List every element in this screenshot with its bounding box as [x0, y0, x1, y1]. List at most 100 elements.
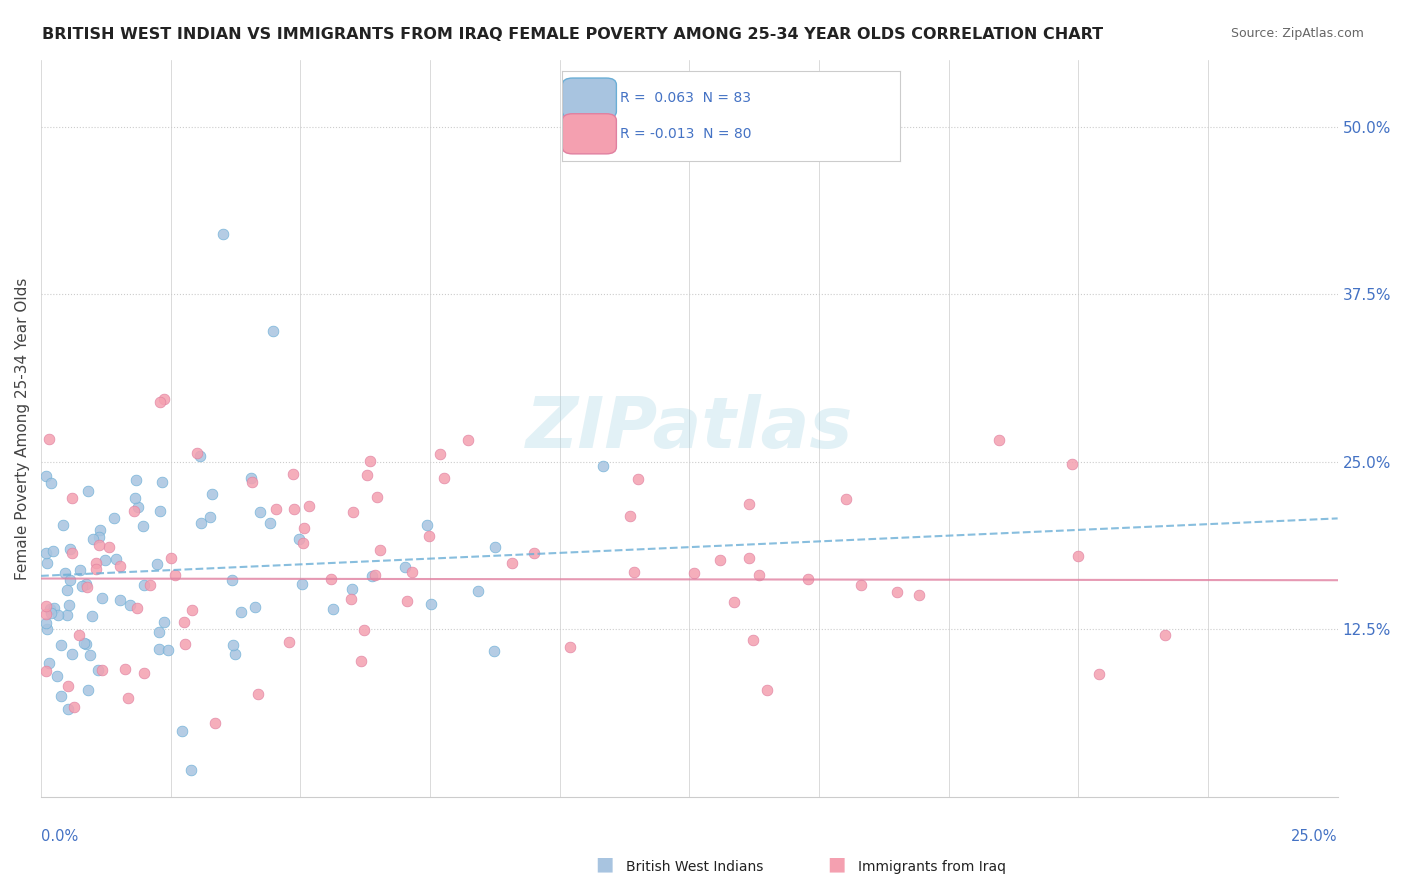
Point: [683, 566, 706, 580]
Point: [756, 682, 779, 697]
Point: [221, 573, 243, 587]
Point: [35, 664, 58, 678]
Point: [433, 471, 456, 485]
Point: [56, 608, 79, 623]
Point: [291, 536, 314, 550]
Point: [125, 473, 148, 487]
Point: [125, 601, 148, 615]
Point: [245, 599, 267, 614]
Point: [87, 663, 110, 677]
Point: [851, 578, 873, 592]
Point: [501, 557, 523, 571]
Point: [53, 566, 76, 580]
Point: [84, 562, 107, 576]
Point: [259, 516, 281, 530]
Point: [60, 647, 83, 661]
Point: [103, 510, 125, 524]
FancyBboxPatch shape: [562, 78, 616, 119]
Point: [277, 634, 299, 648]
Point: [283, 467, 305, 481]
Point: [368, 542, 391, 557]
Point: [148, 642, 170, 657]
Point: [394, 560, 416, 574]
Point: [87, 530, 110, 544]
Point: [1062, 457, 1084, 471]
Point: [396, 593, 419, 607]
Point: [457, 434, 479, 448]
Point: [150, 475, 173, 489]
Point: [38, 656, 60, 670]
Point: [262, 324, 284, 338]
Point: [283, 501, 305, 516]
Text: Immigrants from Iraq: Immigrants from Iraq: [858, 861, 1005, 874]
Point: [401, 565, 423, 579]
Point: [264, 502, 287, 516]
Point: [190, 516, 212, 530]
Point: [350, 654, 373, 668]
Point: [156, 643, 179, 657]
Point: [37, 622, 59, 636]
Point: [105, 552, 128, 566]
Point: [44, 600, 66, 615]
Point: [108, 558, 131, 573]
Point: [247, 688, 270, 702]
Point: [46, 669, 69, 683]
Point: [415, 517, 437, 532]
Point: [353, 623, 375, 637]
Point: [127, 500, 149, 514]
Point: [84, 556, 107, 570]
Point: [38, 432, 60, 446]
Point: [1154, 628, 1177, 642]
Text: Source: ZipAtlas.com: Source: ZipAtlas.com: [1230, 27, 1364, 40]
Point: [200, 509, 222, 524]
Point: [124, 491, 146, 506]
Point: [360, 568, 382, 582]
Point: [723, 594, 745, 608]
Point: [91, 591, 114, 605]
Text: ■: ■: [827, 855, 846, 873]
Point: [298, 499, 321, 513]
Point: [160, 551, 183, 566]
Point: [132, 578, 155, 592]
Point: [56, 702, 79, 716]
Point: [204, 715, 226, 730]
Point: [37, 557, 59, 571]
Text: R =  0.063  N = 83: R = 0.063 N = 83: [620, 91, 751, 105]
Point: [738, 497, 761, 511]
Point: [418, 528, 440, 542]
Point: [163, 567, 186, 582]
Point: [359, 454, 381, 468]
Point: [709, 553, 731, 567]
Point: [97, 541, 120, 555]
Text: 25.0%: 25.0%: [1291, 830, 1337, 845]
Point: [58, 679, 80, 693]
Point: [170, 724, 193, 739]
Point: [75, 636, 97, 650]
Point: [484, 540, 506, 554]
Point: [90, 663, 112, 677]
Point: [181, 603, 204, 617]
Point: [46, 608, 69, 623]
Point: [117, 691, 139, 706]
Point: [60, 491, 83, 505]
Point: [42, 544, 65, 558]
Point: [748, 568, 770, 582]
Point: [908, 588, 931, 602]
Point: [132, 666, 155, 681]
Point: [35, 599, 58, 613]
Point: [59, 573, 82, 587]
Point: [149, 504, 172, 518]
Point: [39, 475, 62, 490]
Point: [987, 433, 1010, 447]
Point: [292, 521, 315, 535]
Point: [73, 635, 96, 649]
Text: ■: ■: [595, 855, 614, 873]
Point: [188, 449, 211, 463]
Point: [322, 602, 344, 616]
Text: BRITISH WEST INDIAN VS IMMIGRANTS FROM IRAQ FEMALE POVERTY AMONG 25-34 YEAR OLDS: BRITISH WEST INDIAN VS IMMIGRANTS FROM I…: [42, 27, 1104, 42]
Point: [75, 577, 97, 591]
Point: [523, 546, 546, 560]
Point: [240, 475, 263, 490]
Point: [108, 592, 131, 607]
Point: [152, 392, 174, 406]
